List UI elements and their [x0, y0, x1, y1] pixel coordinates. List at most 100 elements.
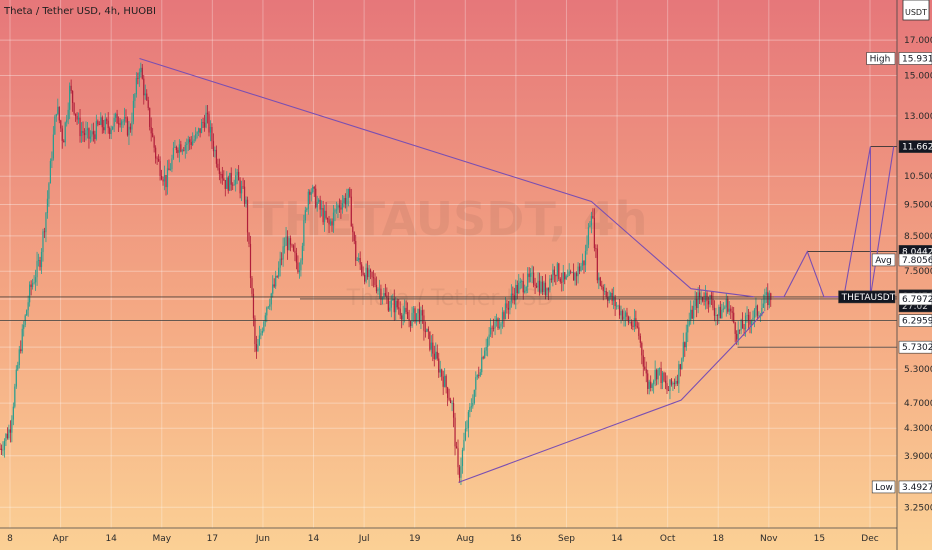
candle-body — [725, 299, 727, 308]
candle-body — [519, 281, 521, 283]
candle-body — [657, 368, 659, 380]
candle-body — [501, 312, 504, 324]
candle-body — [32, 283, 34, 287]
x-tick-label: 17 — [207, 534, 218, 544]
candle-body — [432, 342, 434, 354]
candle-body — [575, 273, 578, 277]
candle-body — [375, 284, 378, 292]
candle-body — [513, 295, 515, 301]
candle-body — [605, 291, 607, 297]
candle-body — [55, 114, 57, 117]
candle-body — [36, 260, 38, 278]
candle-body — [737, 329, 739, 340]
candle-body — [273, 284, 275, 287]
candle-body — [236, 171, 238, 176]
candle-body — [181, 150, 183, 152]
level-label: THETAUSDT — [841, 293, 896, 303]
candle-body — [116, 113, 118, 124]
x-tick-label: May — [152, 534, 171, 544]
candle-body — [12, 406, 14, 420]
x-tick-label: 8 — [7, 534, 13, 544]
candle-body — [3, 441, 6, 450]
candle-body — [553, 269, 555, 276]
candle-body — [719, 306, 721, 319]
candle-body — [232, 184, 234, 186]
candle-body — [476, 374, 478, 378]
candle-body — [340, 207, 342, 210]
candle-body — [328, 219, 330, 225]
candle-body — [544, 282, 547, 296]
candle-body — [23, 324, 25, 329]
candle-body — [147, 100, 149, 108]
candle-body — [577, 266, 579, 277]
candle-body — [270, 293, 272, 305]
candle-body — [359, 258, 361, 265]
candle-body — [353, 232, 355, 241]
candle-body — [17, 365, 19, 370]
candle-body — [298, 270, 301, 273]
currency-box[interactable] — [902, 0, 930, 21]
candle-body — [206, 112, 209, 115]
candle-body — [15, 369, 17, 387]
candle-body — [408, 318, 410, 321]
candle-body — [134, 94, 136, 101]
price-tag-value: 6.2959 — [902, 317, 932, 327]
candle-body — [192, 140, 194, 145]
candle-body — [101, 117, 103, 128]
candle-body — [18, 349, 20, 366]
candle-body — [131, 121, 133, 130]
candle-body — [700, 296, 702, 298]
candle-body — [125, 117, 127, 119]
candle-body — [143, 78, 145, 96]
candle-body — [70, 85, 72, 91]
candle-body — [573, 272, 575, 281]
candle-body — [709, 295, 711, 305]
y-tick-label: 3.9000 — [904, 452, 932, 462]
price-tag-box — [898, 52, 932, 65]
price-tag-box — [898, 292, 932, 306]
candle-body — [387, 298, 389, 311]
candle-body — [74, 113, 77, 116]
price-tag-value: 3.4927 — [902, 483, 932, 493]
candle-body — [694, 299, 696, 306]
price-tag-box — [898, 140, 932, 153]
candle-body — [92, 131, 94, 135]
candle-body — [534, 284, 536, 286]
candle-body — [365, 267, 367, 282]
candle-body — [669, 379, 671, 391]
candle-body — [37, 260, 40, 261]
candle-body — [140, 67, 142, 73]
candle-body — [137, 78, 139, 79]
x-tick-label: Aug — [457, 534, 475, 544]
candle-body — [401, 315, 403, 320]
candle-body — [728, 308, 730, 312]
candle-body — [294, 250, 296, 254]
candle-body — [107, 120, 109, 129]
candle-body — [670, 379, 673, 385]
candle-body — [153, 136, 155, 148]
candle-body — [650, 381, 652, 388]
candle-body — [584, 250, 587, 266]
candle-body — [2, 449, 4, 451]
level-label-box — [838, 290, 896, 304]
candle-body — [580, 265, 582, 272]
candle-body — [104, 119, 106, 131]
candle-body — [198, 128, 200, 133]
candle-body — [454, 417, 456, 447]
candle-body — [315, 188, 317, 208]
candle-body — [275, 275, 277, 287]
candle-body — [40, 252, 43, 268]
grid-lines — [0, 0, 897, 528]
candle-body — [321, 208, 323, 210]
candle-body — [8, 429, 10, 439]
candle-body — [186, 143, 188, 145]
candle-body — [202, 122, 204, 123]
y-tick-label: 3.2500 — [904, 503, 932, 513]
candle-body — [220, 173, 222, 175]
candle-body — [527, 273, 529, 287]
candle-body — [334, 209, 336, 213]
candle-body — [667, 389, 670, 391]
candle-body — [421, 310, 424, 316]
price-tag-box — [898, 314, 932, 327]
